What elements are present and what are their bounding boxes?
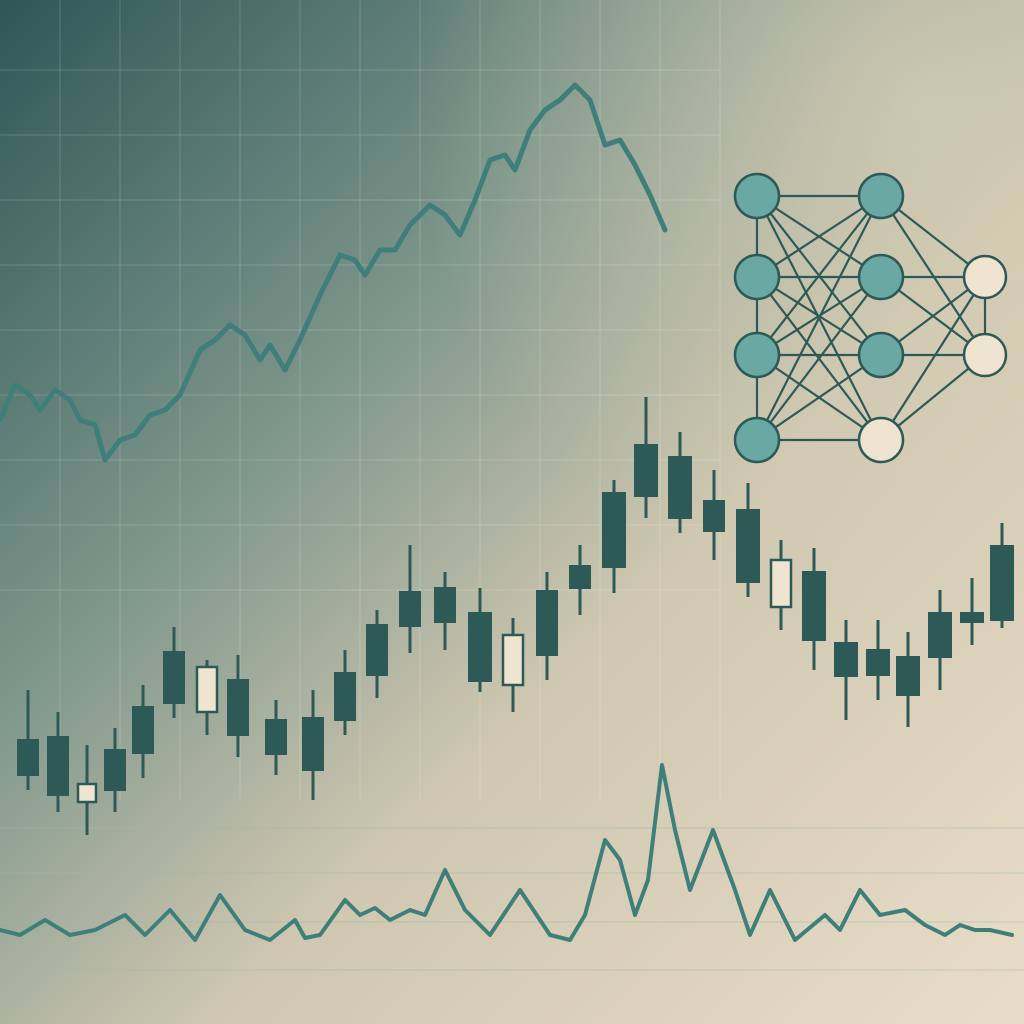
candlesticks [17,397,1014,835]
candle [468,588,492,692]
candle [990,523,1014,628]
candle [76,745,98,835]
candle [132,685,154,778]
network-node [733,172,781,220]
candle [227,655,249,757]
candle [602,480,626,593]
candle [399,545,421,653]
network-node [857,253,905,301]
candle [834,620,858,720]
candle [501,618,525,712]
network-node [857,331,905,379]
candle [163,627,185,718]
candle [47,712,69,812]
candle [536,572,558,680]
candle [668,432,692,533]
network-node [962,254,1008,300]
candle [195,660,219,735]
candle [866,620,890,700]
network-node [857,172,905,220]
candle [634,397,658,518]
network-node [733,331,781,379]
candle [703,470,725,560]
oscillator-line [0,763,1014,942]
candle [802,548,826,670]
trend-line [0,82,668,463]
candle [569,545,591,615]
baseline-lines [0,827,1024,971]
network-node [733,253,781,301]
candle [960,578,984,645]
network-node [857,416,905,464]
candle [736,483,760,597]
candle [769,540,793,630]
neural-network [733,172,1008,464]
candle [265,700,287,775]
candle [302,690,324,800]
candle [366,610,388,698]
candle [334,650,356,735]
candle [104,728,126,812]
network-node [733,416,781,464]
candle [434,572,456,650]
grid [0,0,720,800]
candle [928,590,952,690]
network-node [962,332,1008,378]
candle [896,632,920,727]
candle [17,690,39,790]
